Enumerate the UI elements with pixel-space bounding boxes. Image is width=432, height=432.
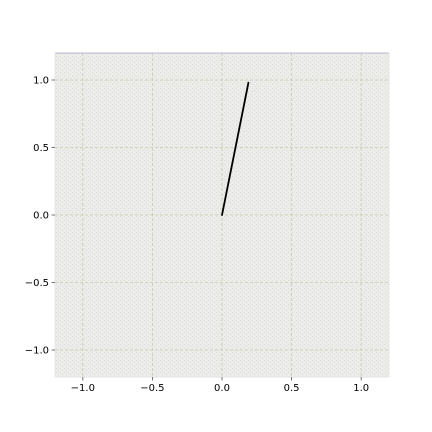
series-line-pendulum-rod bbox=[221, 81, 250, 216]
x-tick-label-2: 0.0 bbox=[214, 383, 230, 394]
x-tick-label-3: 0.5 bbox=[284, 383, 300, 394]
axis-ticks: −1.0 −0.5 0.0 0.5 1.0 −1.0 −0.5 0.0 0.5 1.0 bbox=[25, 76, 369, 395]
x-tick-label-0: −1.0 bbox=[71, 383, 95, 394]
x-tick-label-4: 1.0 bbox=[353, 383, 369, 394]
series-layer bbox=[221, 81, 250, 216]
y-tick-label-4: 1.0 bbox=[33, 76, 49, 87]
y-tick-label-3: 0.5 bbox=[33, 143, 49, 154]
y-tick-label-2: 0.0 bbox=[33, 211, 49, 222]
x-tick-label-1: −0.5 bbox=[140, 383, 164, 394]
y-tick-label-1: −0.5 bbox=[25, 278, 49, 289]
y-tick-label-0: −1.0 bbox=[25, 346, 49, 357]
